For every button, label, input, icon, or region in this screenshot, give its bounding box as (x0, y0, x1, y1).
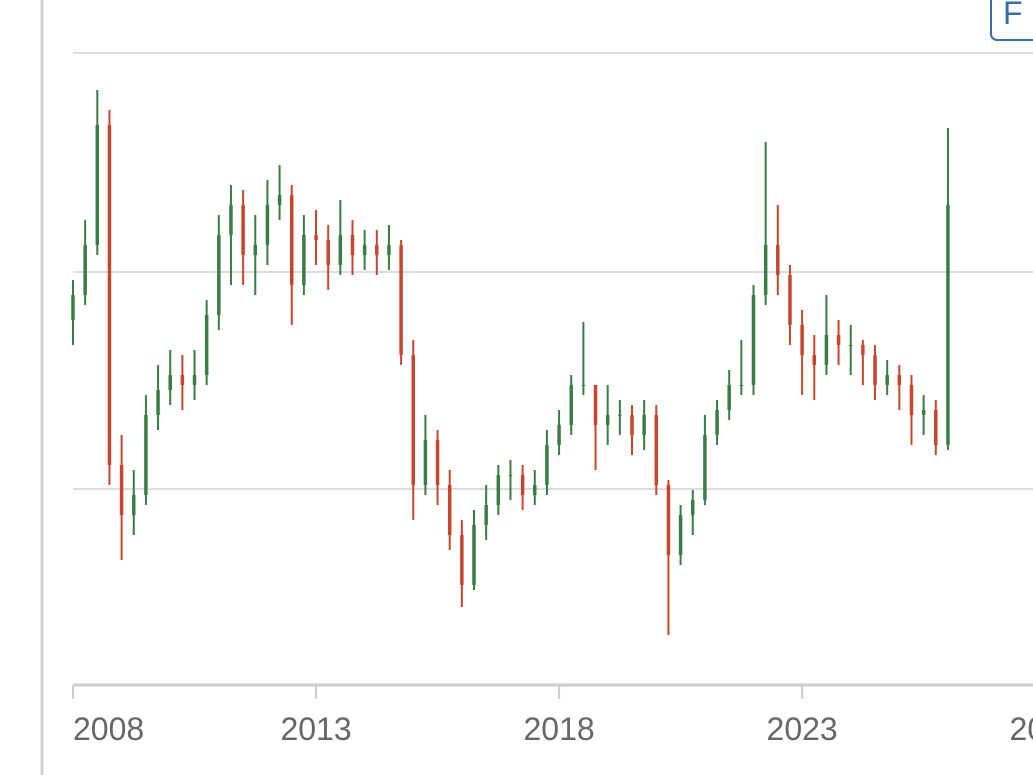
candle-body (204, 315, 209, 375)
candle-body (399, 245, 403, 355)
candle-body (642, 415, 646, 435)
candle-body (289, 195, 294, 285)
candle-body (229, 205, 233, 235)
candle-body (217, 235, 221, 315)
candle-body (107, 125, 112, 465)
candle-body (934, 410, 938, 445)
candle-body (690, 500, 695, 515)
candle-body (95, 125, 100, 245)
candle-body (83, 245, 87, 295)
candle-body (545, 445, 549, 485)
candle-body (715, 410, 719, 435)
candle-body (654, 415, 659, 485)
candle-body (630, 415, 634, 435)
candle-body (776, 245, 780, 275)
candle-body (435, 440, 440, 485)
candle-body (569, 385, 573, 425)
candle-body (873, 355, 877, 385)
candle-body (763, 245, 768, 295)
x-tick-label: 2018 (523, 711, 594, 747)
candle-body (897, 375, 902, 385)
candle-body (460, 535, 464, 585)
candle-body (946, 205, 950, 445)
candle-body (557, 425, 561, 445)
candle-body (678, 515, 683, 555)
candle-body (751, 295, 756, 385)
candle-body (423, 440, 428, 485)
candle-body (496, 475, 501, 505)
candle-body (861, 345, 865, 355)
candle-body (350, 235, 355, 255)
candle-body (727, 385, 731, 410)
candle-body (132, 495, 136, 515)
candle-body (71, 295, 75, 320)
candle-body (812, 355, 817, 365)
candle-body (666, 485, 671, 555)
candle-body (520, 475, 525, 495)
candle-body (265, 205, 270, 245)
candle-body (375, 245, 379, 255)
candle-body (168, 375, 172, 390)
candle-body (885, 375, 889, 385)
candle-body (338, 235, 343, 265)
candle-body (387, 245, 391, 255)
x-tick-label: 2008 (73, 711, 144, 747)
candle-body (508, 475, 513, 476)
candle-body (314, 235, 318, 240)
candle-body (533, 485, 537, 495)
x-tick-label: 2023 (767, 711, 838, 747)
candle-body (581, 385, 586, 386)
candle-body (156, 390, 160, 415)
candle-body (144, 415, 148, 495)
candle-body (605, 415, 610, 425)
candle-body (180, 375, 185, 385)
candle-body (909, 385, 914, 415)
x-tick-label: 2013 (280, 711, 351, 747)
candle-body (836, 335, 841, 345)
candle-body (302, 235, 306, 285)
candle-body (800, 325, 804, 355)
candle-body (277, 195, 282, 205)
candle-body (618, 415, 622, 416)
candle-body (739, 385, 744, 386)
candle-body (192, 375, 197, 385)
candle-body (253, 245, 258, 255)
candle-body (921, 410, 926, 415)
candle-body (326, 240, 330, 265)
candle-body (472, 525, 476, 585)
candle-body (788, 275, 792, 325)
candle-body (362, 245, 367, 255)
button[interactable] (990, 0, 1033, 41)
candle-body (824, 335, 829, 365)
candle-body (119, 465, 124, 515)
candle-body (484, 505, 488, 525)
candle-body (241, 205, 245, 255)
button-label[interactable]: F (1003, 0, 1023, 31)
candle-body (593, 385, 598, 425)
candle-body (447, 485, 452, 535)
candle-body (848, 345, 853, 346)
x-tick-label: 2028 (1010, 711, 1033, 747)
candle-body (703, 435, 707, 500)
candle-body (411, 355, 416, 485)
